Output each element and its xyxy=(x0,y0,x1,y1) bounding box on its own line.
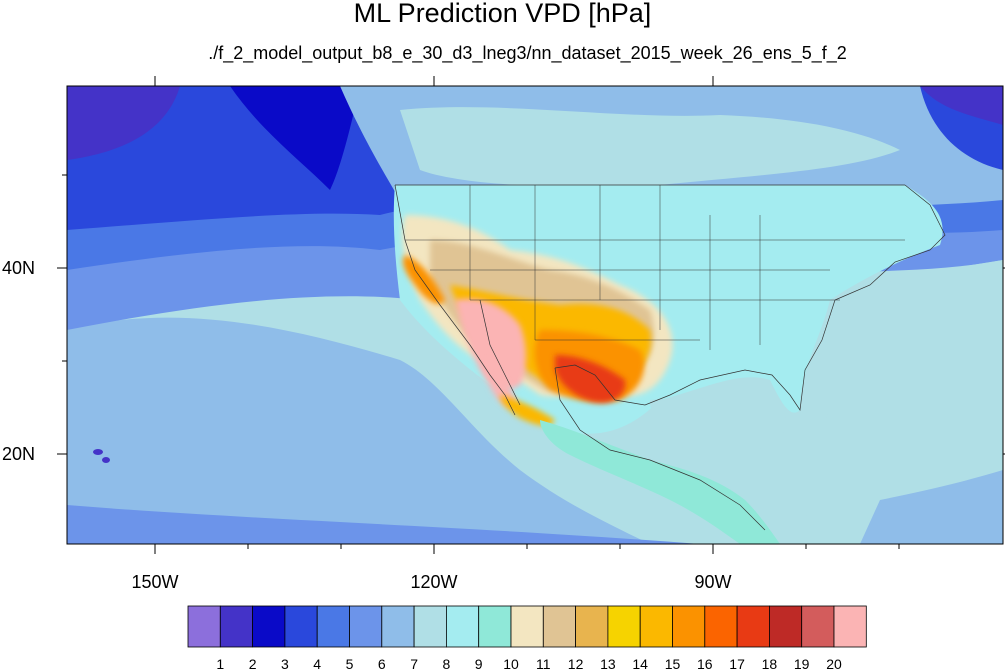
colorbar-tick-label: 18 xyxy=(761,656,778,672)
colorbar-swatch xyxy=(381,605,415,648)
map-frame xyxy=(66,85,1004,545)
map-subtitle: ./f_2_model_output_b8_e_30_d3_lneg3/nn_d… xyxy=(208,43,847,63)
state-borders xyxy=(405,185,905,350)
canada-light-region xyxy=(400,107,900,187)
colorbar-swatch xyxy=(639,605,673,648)
north-pacific-deep-blue xyxy=(230,86,360,190)
colorbar-tick-label: 12 xyxy=(567,656,584,672)
pacific-bottom-band xyxy=(67,505,700,544)
southwest-pink-region xyxy=(455,298,526,390)
lat-label-40n: 40N xyxy=(2,258,36,278)
colorbar-swatch xyxy=(833,605,867,648)
mexico-orange-band xyxy=(500,395,555,426)
atlantic-south-band xyxy=(860,470,1003,544)
lat-label-20n: 20N xyxy=(2,444,36,464)
colorbar-tick-label: 8 xyxy=(442,656,451,672)
colorbar-tick-label: 6 xyxy=(377,656,386,672)
colorbar-swatch xyxy=(672,605,706,648)
colorbar-swatch xyxy=(769,605,803,648)
colorbar-swatch xyxy=(349,605,383,648)
lon-label-150w: 150W xyxy=(131,572,179,592)
colorbar-swatch xyxy=(187,605,221,648)
colorbar-tick-label: 17 xyxy=(729,656,745,672)
colorbar-tick-label: 9 xyxy=(474,656,483,672)
map-title: ML Prediction VPD [hPa] xyxy=(353,0,652,28)
central-america-land xyxy=(540,420,780,544)
colorbar-swatch xyxy=(413,605,447,648)
colorbar-tick-label: 19 xyxy=(793,656,810,672)
gulf-of-alaska-purple xyxy=(67,86,180,160)
colorbar-swatch xyxy=(575,605,609,648)
colorbar-swatch xyxy=(736,605,770,648)
colorbar-swatch xyxy=(284,605,318,648)
colorbar-swatch xyxy=(801,605,835,648)
atlantic-region xyxy=(800,260,1003,544)
colorbar-swatch xyxy=(252,605,286,648)
colorbar-tick-label: 4 xyxy=(313,656,322,672)
coastline-outlines xyxy=(394,184,946,531)
colorbar-swatch xyxy=(704,605,738,648)
colorbar-swatch xyxy=(445,605,480,648)
colorbar-tick-label: 16 xyxy=(697,656,713,672)
colorbar-tick-label: 14 xyxy=(632,656,648,672)
axis-ticks xyxy=(57,76,1005,554)
colorbar-tick-label: 7 xyxy=(410,656,418,672)
lon-label-90w: 90W xyxy=(694,572,732,592)
colorbar-swatch xyxy=(316,605,350,648)
colorbar-tick-label: 2 xyxy=(248,656,257,672)
lon-label-120w: 120W xyxy=(410,572,458,592)
pacific-mid-band xyxy=(67,317,650,544)
colorbar-tick-label: 3 xyxy=(280,656,289,672)
colorbar-swatch xyxy=(478,605,512,648)
map-plot-area xyxy=(67,86,1003,544)
hawaii-islands xyxy=(93,449,110,463)
baja-pink-region xyxy=(483,360,518,408)
colorbar-tick-label: 10 xyxy=(503,656,519,672)
colorbar xyxy=(187,605,867,648)
colorbar-swatch xyxy=(510,605,544,648)
colorbar-tick-label: 11 xyxy=(536,656,551,672)
colorbar-tick-label: 1 xyxy=(216,656,225,672)
colorbar-swatch xyxy=(219,605,254,648)
colorbar-tick-label: 15 xyxy=(664,656,681,672)
california-coast-orange xyxy=(403,255,445,305)
colorbar-tick-label: 13 xyxy=(600,656,616,672)
far-east-purple xyxy=(920,86,1003,125)
gulf-mexico xyxy=(650,398,790,457)
colorbar-swatch xyxy=(607,605,641,648)
colorbar-tick-label: 5 xyxy=(345,656,354,672)
colorbar-tick-label: 20 xyxy=(826,656,842,672)
colorbar-swatch xyxy=(542,605,576,648)
